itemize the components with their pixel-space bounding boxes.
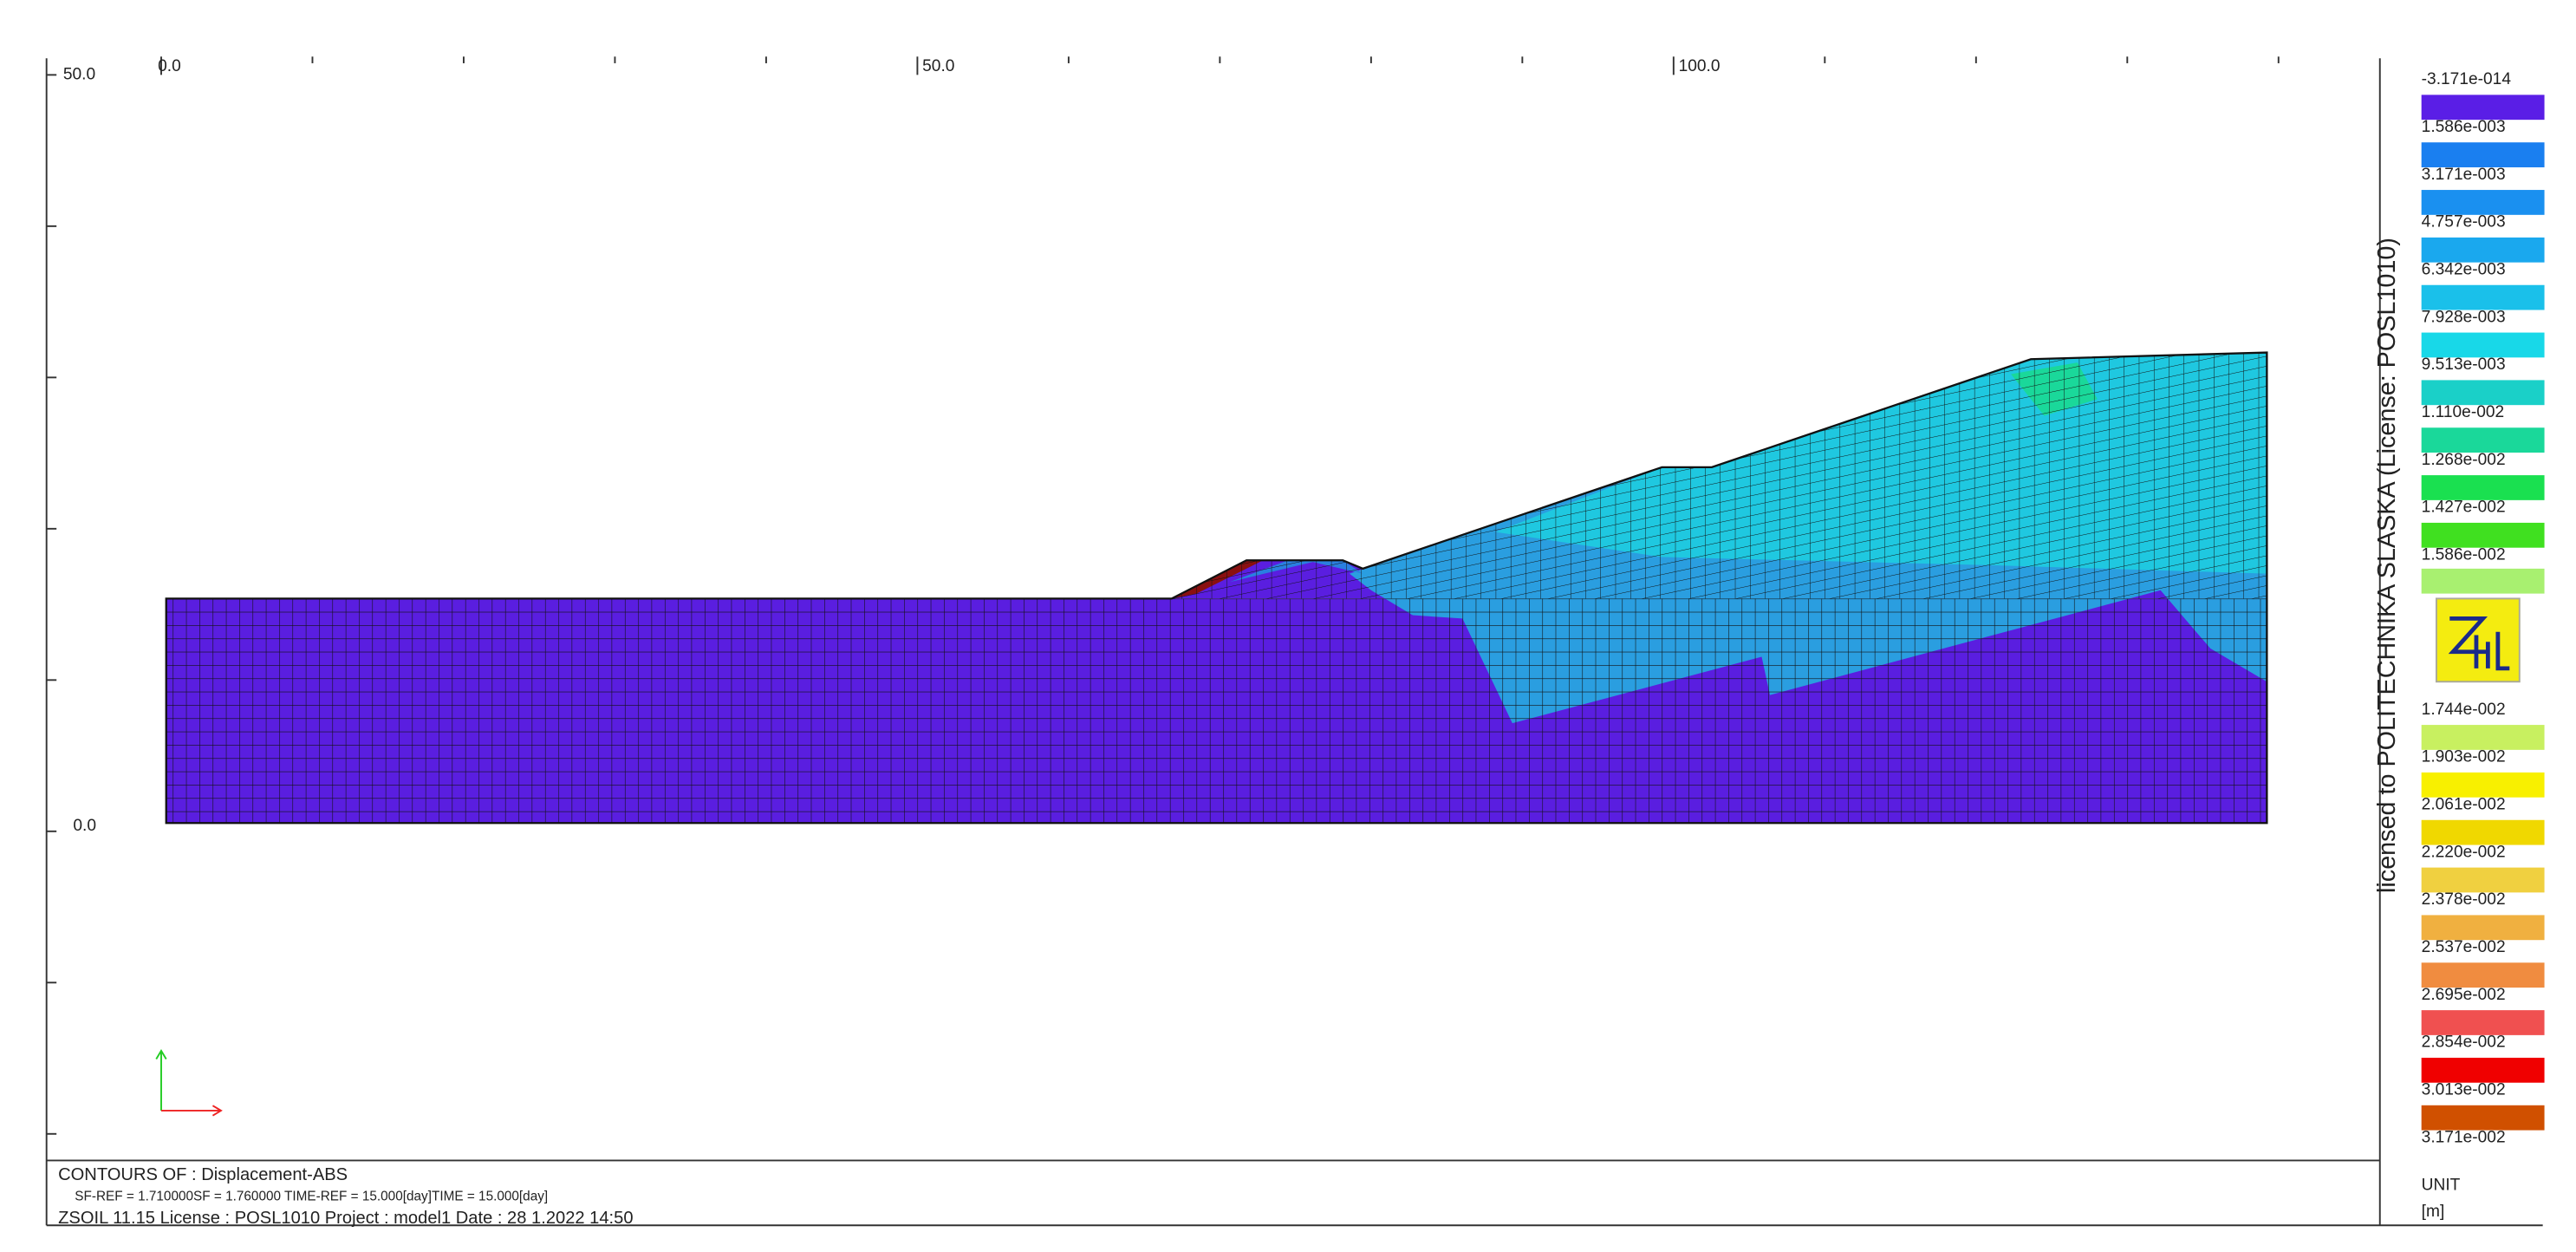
legend-swatch (2421, 190, 2545, 215)
top-ruler-label: 0.0 (158, 57, 181, 75)
zsoil-logo (2435, 597, 2521, 683)
mesh-model (165, 351, 2268, 825)
legend-swatch (2421, 1057, 2545, 1083)
legend-swatch (2421, 380, 2545, 406)
legend-swatch (2421, 568, 2545, 594)
left-ruler-label: 0.0 (73, 817, 96, 835)
legend-label: 4.757e-003 (2422, 213, 2506, 231)
legend-label: -3.171e-014 (2422, 70, 2512, 88)
legend-swatch (2421, 237, 2545, 263)
mesh-grid (166, 598, 2267, 824)
legend-label: 7.928e-003 (2422, 308, 2506, 326)
y-axis-arrow-head (155, 1049, 167, 1060)
legend-label: 2.378e-002 (2422, 890, 2506, 909)
mesh-outline (165, 351, 2268, 825)
license-text: licensed to POLITECHNIKA SLASKA (License… (2373, 238, 2401, 893)
x-axis-arrow-head (211, 1105, 223, 1117)
ruler-ticks (46, 56, 2280, 1135)
legend-label: 2.220e-002 (2422, 843, 2506, 861)
legend-swatch (2421, 962, 2545, 988)
left-ruler-label: 50.0 (63, 65, 95, 83)
footer-params: SF-REF = 1.710000SF = 1.760000 TIME-REF … (75, 1190, 548, 1204)
legend-label: 1.586e-002 (2422, 546, 2506, 564)
legend-label: 6.342e-003 (2422, 261, 2506, 279)
legend-label: 9.513e-003 (2422, 355, 2506, 374)
legend-swatch (2421, 1105, 2545, 1131)
legend-label: 3.013e-002 (2422, 1081, 2506, 1099)
legend-swatch (2421, 772, 2545, 798)
legend-label: 2.537e-002 (2422, 938, 2506, 956)
legend-swatch (2421, 475, 2545, 500)
mesh-grid (1171, 352, 2267, 599)
legend-label: 3.171e-002 (2422, 1128, 2506, 1146)
top-ruler-label: 100.0 (1679, 57, 1721, 75)
legend-swatch (2421, 819, 2545, 845)
legend-swatch (2421, 427, 2545, 453)
legend-swatch (2421, 915, 2545, 941)
unit-title: UNIT (2422, 1176, 2461, 1194)
legend-swatch (2421, 867, 2545, 893)
legend-label: 3.171e-003 (2422, 166, 2506, 184)
legend-swatch (2421, 142, 2545, 167)
legend-label: 1.903e-002 (2422, 748, 2506, 766)
legend-label: 2.695e-002 (2422, 986, 2506, 1004)
legend-label: 1.744e-002 (2422, 701, 2506, 719)
legend-swatch (2421, 332, 2545, 358)
legend-label: 1.586e-003 (2422, 118, 2506, 136)
top-ruler-label: 50.0 (922, 57, 954, 75)
footer-info: ZSOIL 11.15 License : POSL1010 Project :… (58, 1209, 633, 1228)
legend-swatch (2421, 522, 2545, 548)
legend: -3.171e-014 1.586e-003 3.171e-003 4.757e-00… (2421, 70, 2545, 1146)
legend-label: 1.427e-002 (2422, 499, 2506, 517)
legend-label: 2.854e-002 (2422, 1034, 2506, 1052)
logo-mark (2448, 616, 2510, 671)
legend-label: 1.268e-002 (2422, 451, 2506, 469)
legend-swatch (2421, 1010, 2545, 1035)
legend-swatch (2421, 95, 2545, 121)
unit-value: [m] (2422, 1203, 2445, 1221)
legend-label: 2.061e-002 (2422, 796, 2506, 814)
legend-swatch (2421, 725, 2545, 750)
footer-contours: CONTOURS OF : Displacement-ABS (58, 1165, 348, 1184)
legend-swatch (2421, 284, 2545, 310)
legend-label: 1.110e-002 (2422, 403, 2505, 421)
